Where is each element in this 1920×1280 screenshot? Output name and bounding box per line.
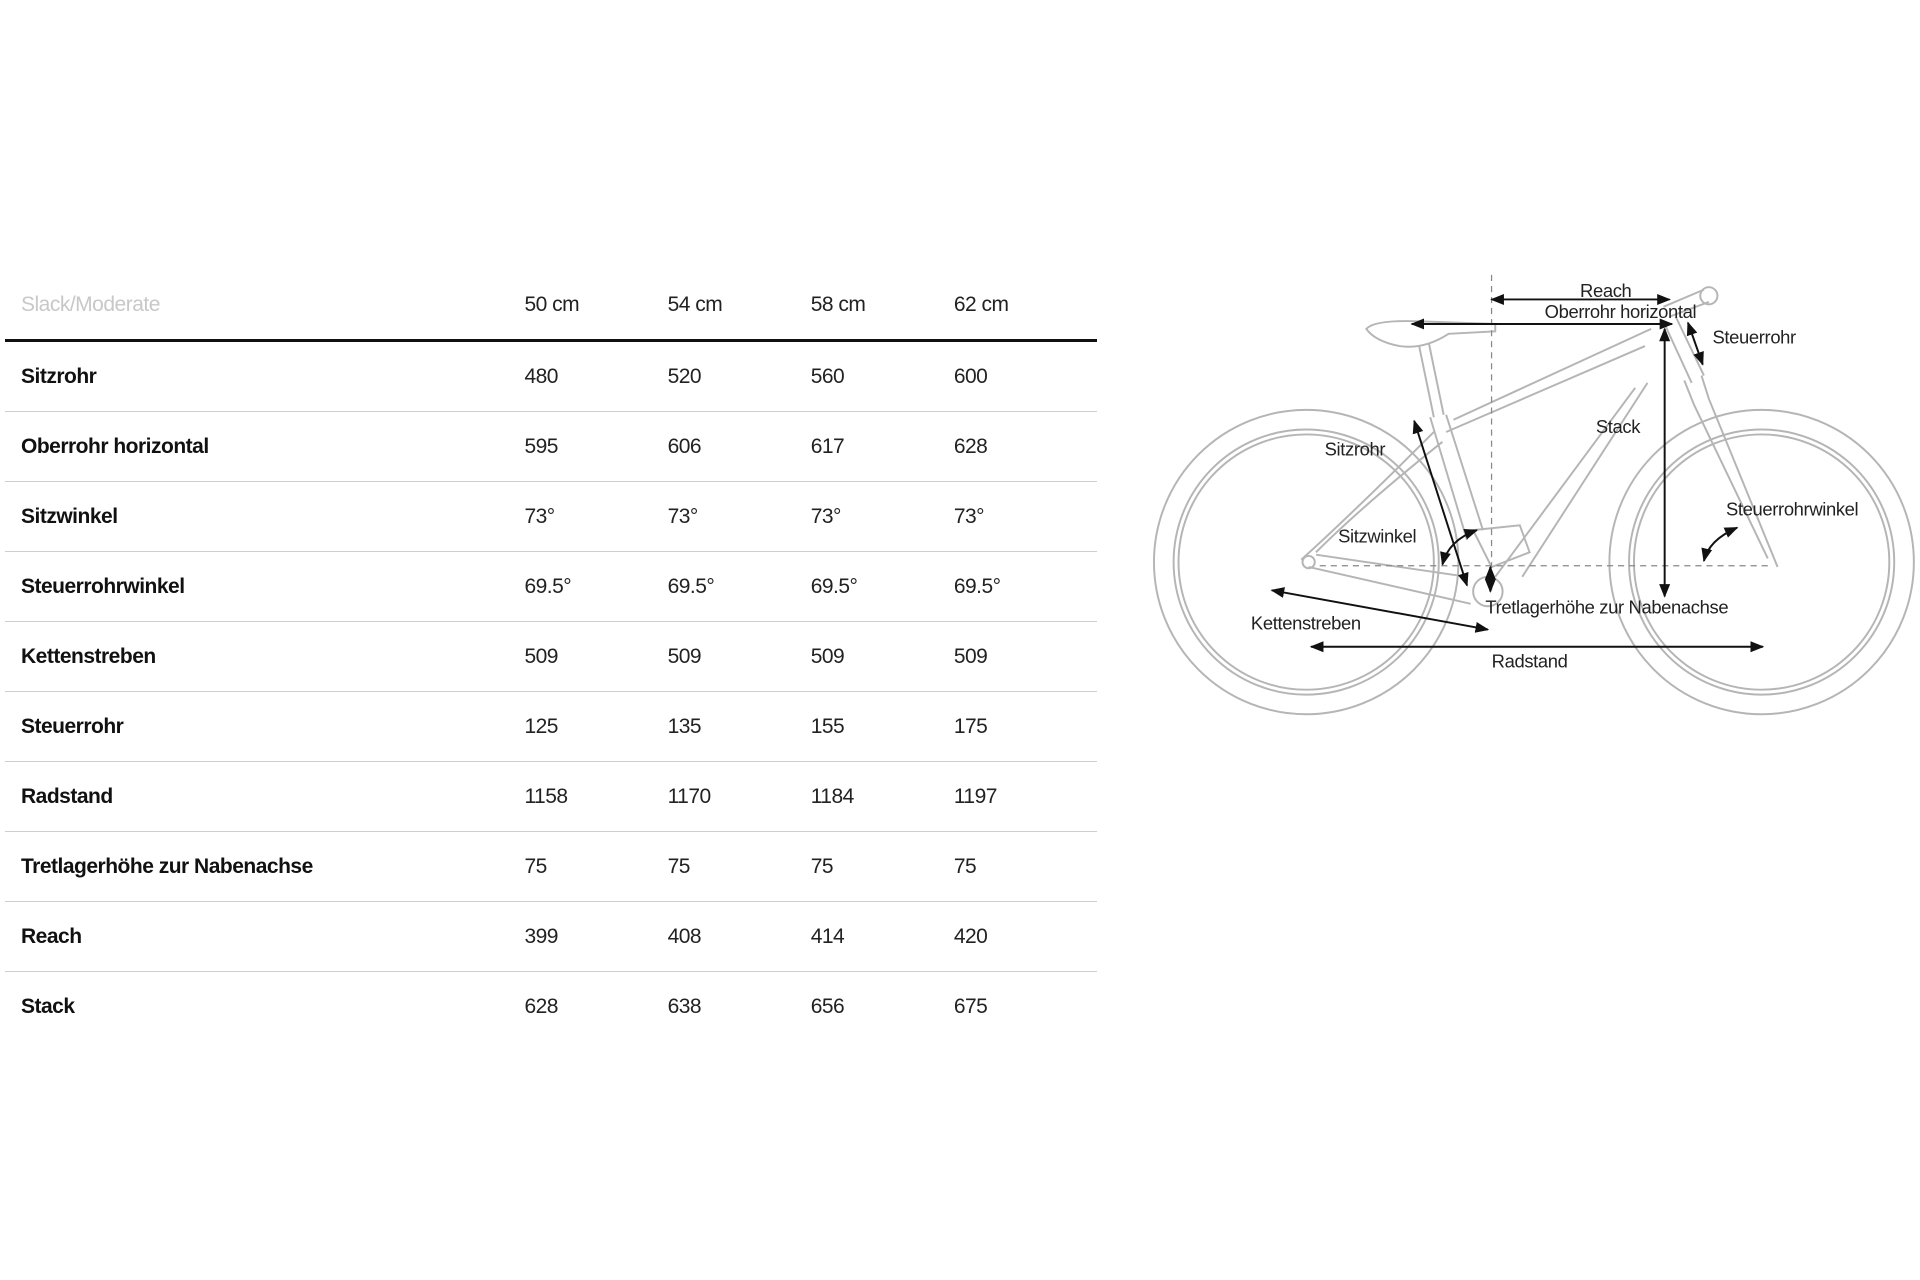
row-label: Sitzrohr — [5, 340, 525, 412]
front-wheel-inner — [1628, 428, 1896, 696]
row-value: 135 — [667, 691, 811, 762]
label-kettenstreben: Kettenstreben — [1251, 613, 1361, 634]
row-value: 75 — [953, 831, 1097, 902]
row-value: 656 — [810, 994, 845, 1018]
row-value: 73° — [524, 481, 668, 552]
row-label: Tretlagerhöhe zur Nabenachse — [5, 831, 525, 902]
table-row: Reach 399 408 414 420 — [5, 901, 1097, 972]
seat-post — [1418, 343, 1445, 418]
rear-wheel-outer — [1152, 408, 1460, 716]
label-tretlager: Tretlagerhöhe zur Nabenachse — [1485, 597, 1728, 618]
label-radstand: Radstand — [1492, 651, 1568, 672]
row-value: 73° — [953, 481, 1097, 552]
row-value: 420 — [953, 901, 1097, 972]
label-sitzrohr: Sitzrohr — [1325, 438, 1386, 459]
saddle — [1365, 320, 1497, 348]
row-value: 1158 — [524, 761, 668, 832]
row-value: 73° — [667, 481, 811, 552]
row-label: Stack — [21, 994, 75, 1018]
table-row: Sitzrohr 480 520 560 600 — [5, 340, 1097, 412]
label-steuerrohr: Steuerrohr — [1713, 327, 1797, 348]
reference-lines — [1319, 274, 1772, 592]
chainstay — [1308, 553, 1471, 605]
size-header: 62 cm — [953, 270, 1097, 342]
row-value: 480 — [524, 340, 668, 412]
row-value: 638 — [667, 994, 702, 1018]
table-row: Oberrohr horizontal 595 606 617 628 — [5, 411, 1097, 482]
sitzwinkel-arc — [1440, 529, 1479, 566]
table-header-row: Slack/Moderate 50 cm 54 cm 58 cm 62 cm — [5, 270, 1097, 342]
size-header: 54 cm — [667, 270, 811, 342]
label-oberrohr: Oberrohr horizontal — [1545, 301, 1697, 322]
row-value: 606 — [667, 411, 811, 482]
row-value: 73° — [810, 481, 954, 552]
row-value: 69.5° — [953, 551, 1097, 622]
handlebar — [1699, 286, 1719, 306]
table-row: Tretlagerhöhe zur Nabenachse 75 75 75 75 — [5, 831, 1097, 902]
row-value: 408 — [667, 901, 811, 972]
row-value: 560 — [810, 340, 954, 412]
table-row: Sitzwinkel 73° 73° 73° 73° — [5, 481, 1097, 552]
row-label: Reach — [5, 901, 525, 972]
row-value: 75 — [667, 831, 811, 902]
sitzrohr-arrow — [1412, 419, 1469, 587]
row-label: Steuerrohr — [5, 691, 525, 762]
label-steuerrohrwinkel: Steuerrohrwinkel — [1726, 498, 1858, 519]
row-value: 69.5° — [524, 551, 668, 622]
row-value: 509 — [810, 621, 954, 692]
row-value: 628 — [524, 994, 558, 1018]
row-value: 1184 — [810, 761, 954, 832]
fork — [1683, 375, 1779, 568]
rear-wheel-inner — [1172, 428, 1440, 696]
row-value: 414 — [810, 901, 954, 972]
seat-tube — [1429, 414, 1484, 541]
row-value: 600 — [953, 340, 1097, 412]
measurement-arrows — [1270, 293, 1765, 653]
geometry-table: Slack/Moderate 50 cm 54 cm 58 cm 62 cm S… — [5, 270, 1097, 1041]
row-value: 509 — [524, 621, 668, 692]
row-label: Sitzwinkel — [5, 481, 525, 552]
size-header: 50 cm — [524, 270, 668, 342]
row-value: 69.5° — [667, 551, 811, 622]
front-wheel-outer — [1608, 408, 1915, 716]
label-reach: Reach — [1580, 280, 1632, 301]
row-value: 1197 — [953, 761, 1097, 832]
row-value: 75 — [810, 831, 954, 902]
row-value: 595 — [524, 411, 668, 482]
motor — [1471, 524, 1531, 569]
row-label: Radstand — [5, 761, 525, 832]
row-value: 69.5° — [810, 551, 954, 622]
row-label: Steuerrohrwinkel — [5, 551, 525, 622]
table-row: Steuerrohr 125 135 155 175 — [5, 691, 1097, 762]
row-value: 509 — [953, 621, 1097, 692]
table-row: Stack 628 638 656 675 — [5, 972, 1097, 1042]
steuerrohr-arrow — [1686, 321, 1704, 366]
diagram-labels: Reach Oberrohr horizontal Steuerrohr Sta… — [1251, 280, 1859, 672]
row-value: 399 — [524, 901, 668, 972]
row-value: 1170 — [667, 761, 811, 832]
row-value: 155 — [810, 691, 954, 762]
row-value: 617 — [810, 411, 954, 482]
kettenstreben-arrow — [1270, 587, 1490, 633]
top-tube — [1445, 328, 1652, 433]
size-header: 58 cm — [810, 270, 954, 342]
row-value: 675 — [953, 994, 988, 1018]
row-label: Oberrohr horizontal — [5, 411, 525, 482]
table-row: Radstand 1158 1170 1184 1197 — [5, 761, 1097, 832]
row-value: 125 — [524, 691, 668, 762]
steuerrohrwinkel-arc — [1701, 526, 1739, 563]
table-row: Steuerrohrwinkel 69.5° 69.5° 69.5° 69.5° — [5, 551, 1097, 622]
row-label: Kettenstreben — [5, 621, 525, 692]
table-row: Kettenstreben 509 509 509 509 — [5, 621, 1097, 692]
row-value: 628 — [953, 411, 1097, 482]
row-value: 75 — [524, 831, 668, 902]
label-stack: Stack — [1596, 416, 1641, 437]
row-value: 520 — [667, 340, 811, 412]
row-value: 175 — [953, 691, 1097, 762]
label-sitzwinkel: Sitzwinkel — [1338, 525, 1416, 546]
row-value: 509 — [667, 621, 811, 692]
geometry-variant-label: Slack/Moderate — [5, 270, 525, 342]
down-tube — [1494, 382, 1649, 578]
